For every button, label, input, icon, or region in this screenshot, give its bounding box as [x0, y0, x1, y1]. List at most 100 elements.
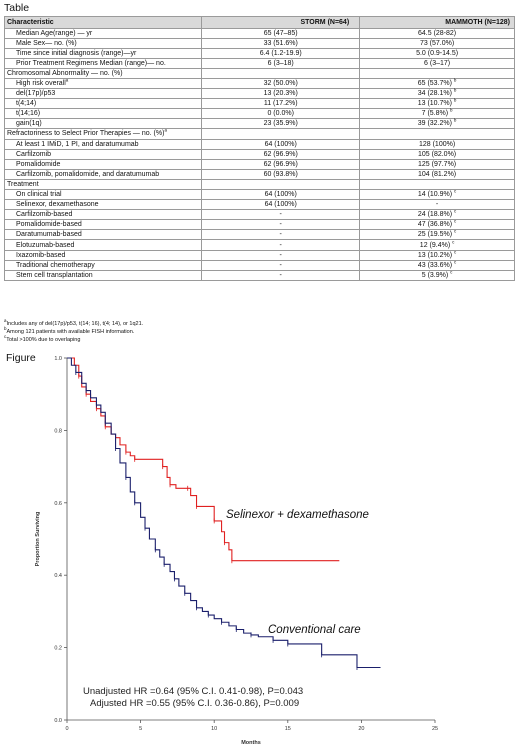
cell-mammoth: 7 (5.8%) b	[359, 108, 515, 120]
row-label: On clinical trial	[3, 188, 203, 201]
x-axis-label: Months	[241, 740, 261, 746]
cell-storm: 32 (50.0%)	[201, 77, 361, 90]
cell-storm: -	[201, 259, 361, 271]
row-label: Carfilzomib-based	[3, 209, 203, 221]
cell-mammoth: 14 (10.9%) c	[359, 189, 515, 201]
cell-storm: 65 (47–85)	[201, 27, 361, 39]
y-tick-label: 0.4	[54, 573, 62, 579]
x-tick-label: 15	[285, 726, 291, 732]
cell-storm: -	[201, 269, 361, 281]
table-row: t(14;16) 0 (0.0%) 7 (5.8%) b	[3, 108, 515, 120]
cell-storm: -	[201, 239, 361, 251]
table-row: gain(1q) 23 (35.9%) 39 (32.2%) b	[3, 118, 515, 130]
table-row: Elotuzumab-based -12 (9.4%) c	[3, 239, 515, 251]
cell-storm: 6 (3–18)	[201, 57, 361, 69]
cell-storm: 60 (93.8%)	[201, 168, 361, 180]
table-label: Table	[4, 2, 30, 14]
series-line-selinexor	[67, 357, 340, 562]
cell-storm	[201, 67, 361, 79]
table-row: Selinexor, dexamethasone 64 (100%) -	[3, 199, 515, 211]
cell-mammoth: 65 (53.7%) b	[359, 78, 515, 90]
series-line-conventional	[67, 357, 381, 669]
cell-mammoth	[359, 128, 515, 140]
cell-mammoth: 128 (100%)	[359, 138, 515, 150]
y-tick-label: 0.0	[54, 718, 62, 724]
table-row: Male Sex— no. (%) 33 (51.6%) 73 (57.0%)	[3, 37, 515, 49]
table-row: On clinical trial 64 (100%) 14 (10.9%) c	[3, 188, 515, 201]
table-section-row: Chromosomal Abnormality — no. (%)	[3, 67, 515, 79]
cell-storm	[201, 128, 361, 140]
row-label: Pomalidomide	[3, 158, 203, 170]
cell-storm: 64 (100%)	[201, 188, 361, 201]
figure-label: Figure	[6, 352, 36, 364]
cell-mammoth: 39 (32.2%) b	[359, 118, 515, 130]
series-label-selinexor: Selinexor + dexamethasone	[226, 509, 369, 521]
row-label: Prior Treatment Regimens Median (range)—…	[3, 57, 203, 69]
table-row: Time since initial diagnosis (range)—yr 6…	[3, 47, 515, 59]
y-tick-label: 0.2	[54, 646, 62, 652]
table-row: Daratumumab-based -25 (19.5%) c	[3, 229, 515, 241]
series-label-conventional: Conventional care	[268, 624, 361, 636]
header-characteristic: Characteristic	[3, 16, 203, 29]
cell-storm: 64 (100%)	[201, 138, 361, 150]
x-tick-label: 0	[65, 726, 68, 732]
row-label: Traditional chemotherapy	[3, 259, 203, 271]
cell-mammoth: 13 (10.7%) b	[359, 98, 515, 110]
row-label: Ixazomib-based	[3, 249, 203, 261]
cell-storm: 62 (96.9%)	[201, 148, 361, 160]
cell-storm: 11 (17.2%)	[201, 98, 361, 110]
table-row: Carfilzomib-based -24 (18.8%) c	[3, 209, 515, 221]
section-label: Treatment	[3, 178, 203, 191]
x-tick-label: 25	[432, 726, 438, 732]
row-label: Time since initial diagnosis (range)—yr	[3, 47, 203, 59]
table-header-row: Characteristic STORM (N=64) MAMMOTH (N=1…	[3, 16, 515, 29]
cell-mammoth: 64.5 (28-82)	[359, 27, 515, 39]
y-tick-label: 0.8	[54, 428, 62, 434]
cell-storm: -	[201, 219, 361, 231]
row-label: Elotuzumab-based	[3, 239, 203, 251]
row-label: Carfilzomib	[3, 148, 203, 160]
row-label: At least 1 IMiD, 1 PI, and daratumumab	[3, 138, 203, 150]
row-label: Pomalidomide-based	[3, 219, 203, 231]
footnote: aIncludes any of del(17p)/p53, t(14; 16)…	[4, 318, 144, 327]
cell-storm: 64 (100%)	[201, 199, 361, 211]
cell-mammoth: 13 (10.2%) c	[359, 250, 515, 261]
table-row: Carfilzomib, pomalidomide, and daratumum…	[3, 168, 515, 180]
header-storm: STORM (N=64)	[201, 16, 361, 29]
row-label: del(17p)/p53	[3, 88, 203, 100]
cell-mammoth	[359, 67, 515, 79]
row-label: Daratumumab-based	[3, 229, 203, 241]
y-tick-label: 1.0	[54, 356, 62, 362]
cell-mammoth: 24 (18.8%) c	[359, 209, 515, 221]
cell-mammoth: 47 (36.8%) c	[359, 219, 515, 231]
cell-mammoth: 6 (3–17)	[359, 57, 515, 69]
header-mammoth: MAMMOTH (N=128)	[359, 16, 515, 29]
cell-storm: -	[201, 249, 361, 261]
footnotes: aIncludes any of del(17p)/p53, t(14; 16)…	[4, 318, 144, 344]
row-label: Selinexor, dexamethasone	[3, 199, 203, 211]
cell-mammoth: 104 (81.2%)	[359, 168, 515, 180]
cell-storm: 6.4 (1.2-19.9)	[201, 47, 361, 59]
cell-storm: 33 (51.6%)	[201, 37, 361, 49]
cell-mammoth: 125 (97.7%)	[359, 158, 515, 170]
table-row: Median Age(range) — yr 65 (47–85) 64.5 (28…	[3, 27, 515, 39]
row-label: t(4;14)	[3, 98, 203, 110]
row-label: gain(1q)	[3, 118, 203, 130]
section-label: Refractoriness to Select Prior Therapies…	[3, 128, 203, 140]
cell-mammoth: -	[359, 199, 515, 211]
row-label: Stem cell transplantation	[3, 269, 203, 281]
table-row: Pomalidomide 62 (96.9%) 125 (97.7%)	[3, 158, 515, 170]
table-row: t(4;14) 11 (17.2%) 13 (10.7%) b	[3, 98, 515, 110]
annotation-unadjusted-hr: Unadjusted HR =0.64 (95% C.I. 0.41-0.98)…	[83, 686, 303, 697]
cell-mammoth: 5 (3.9%) c	[359, 270, 515, 281]
cell-storm: -	[201, 209, 361, 221]
x-tick-label: 20	[358, 726, 364, 732]
cell-storm: -	[201, 229, 361, 241]
footnote: cTotal >100% due to overlaping	[4, 334, 81, 343]
table-row: Carfilzomib 62 (96.9%) 105 (82.0%)	[3, 148, 515, 160]
cell-mammoth: 43 (33.6%) c	[359, 260, 515, 271]
cell-mammoth: 5.0 (0.9-14.5)	[359, 47, 515, 59]
table-row: Ixazomib-based -13 (10.2%) c	[3, 249, 515, 261]
kaplan-meier-chart: 0.0 0.2 0.4 0.6 0.8 1.0 0 5 10 15 20 25 Proportion S…	[35, 356, 438, 746]
cell-mammoth: 105 (82.0%)	[359, 148, 515, 160]
